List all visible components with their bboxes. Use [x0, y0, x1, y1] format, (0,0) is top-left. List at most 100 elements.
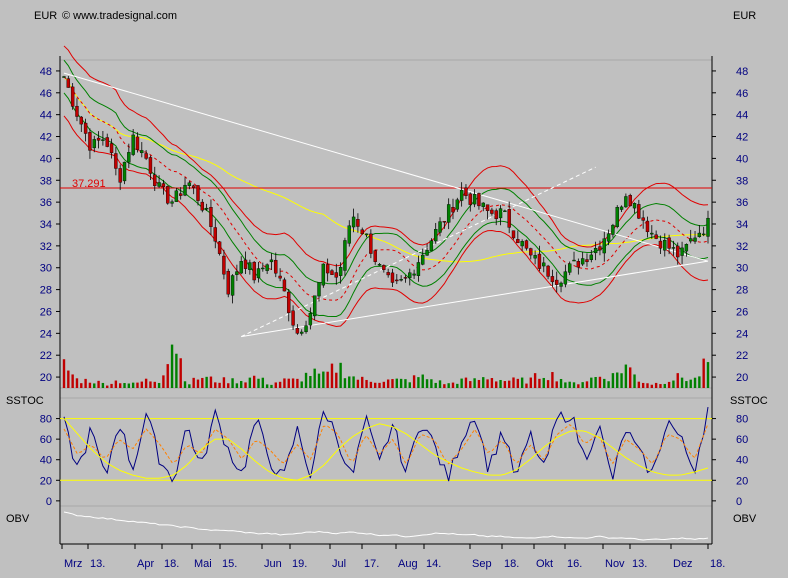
x-tick-label: Apr: [137, 558, 154, 570]
price-tick-label-left: 46: [40, 88, 52, 100]
candle-body: [632, 203, 637, 209]
volume-bar: [667, 381, 671, 388]
price-tick-label-left: 30: [40, 263, 52, 275]
candle-body: [498, 208, 503, 219]
candle-body: [580, 258, 585, 265]
price-tick-label-right: 34: [736, 219, 748, 231]
candle-body: [529, 248, 533, 256]
volume-bar: [218, 382, 221, 388]
candle-body: [671, 247, 676, 249]
volume-bar: [179, 358, 182, 388]
volume-bar: [663, 383, 666, 388]
volume-bar: [451, 382, 455, 388]
candle-body: [317, 282, 321, 297]
volume-bar: [572, 382, 576, 388]
volume-bar: [369, 381, 373, 388]
candle-body: [196, 185, 200, 201]
candle-body: [278, 275, 282, 279]
candle-body: [295, 327, 300, 334]
volume-bar: [464, 377, 468, 388]
volume-bar: [650, 384, 654, 388]
candle-body: [637, 204, 641, 219]
candle-body: [446, 204, 451, 223]
candle-body: [680, 247, 684, 256]
candle-body: [537, 253, 542, 269]
candle-body: [75, 105, 79, 117]
price-tick-label-left: 38: [40, 175, 52, 187]
volume-bar: [339, 362, 342, 388]
candle-body: [555, 279, 559, 285]
candle-body: [585, 259, 589, 263]
volume-bar: [680, 377, 684, 388]
candle-body: [689, 238, 693, 242]
stoch-tick-label-right: 60: [736, 434, 748, 446]
volume-bar: [348, 376, 351, 388]
keltner-lower-band: [63, 92, 709, 318]
volume-bar: [654, 382, 658, 388]
volume-bar: [404, 379, 407, 388]
price-tick-label-right: 30: [736, 263, 748, 275]
stoch-tick-label-right: 40: [736, 455, 748, 467]
volume-bar: [486, 379, 489, 388]
candle-body: [624, 196, 628, 208]
volume-bar: [447, 383, 450, 388]
candle-body: [109, 143, 114, 153]
candle-body: [615, 207, 619, 227]
candle-body: [70, 86, 75, 107]
candle-body: [628, 195, 632, 207]
candle-body: [308, 313, 313, 326]
candle-body: [589, 254, 594, 260]
candle-body: [567, 263, 572, 273]
volume-bar: [101, 382, 105, 388]
candle-body: [593, 248, 598, 254]
candle-body: [403, 277, 408, 279]
candle-body: [343, 240, 347, 271]
price-tick-label-left: 28: [40, 285, 52, 297]
x-tick-label: 18.: [504, 558, 519, 570]
candle-body: [442, 221, 447, 223]
x-tick-label: 16.: [567, 558, 582, 570]
volume-bar: [201, 377, 204, 388]
candle-body: [226, 270, 230, 295]
volume-bar: [421, 374, 424, 388]
volume-bar: [162, 375, 165, 388]
candle-body: [516, 239, 520, 244]
candle-body: [79, 116, 83, 125]
volume-bar: [438, 380, 442, 388]
candle-body: [701, 233, 706, 236]
candle-body: [676, 245, 680, 258]
price-tick-label-right: 22: [736, 350, 748, 362]
volume-bar: [231, 378, 234, 388]
volume-bar: [408, 382, 411, 388]
x-tick-label: Mrz: [64, 558, 82, 570]
candle-body: [118, 168, 122, 183]
volume-bar: [499, 379, 502, 388]
resistance-label: 37.291: [72, 178, 106, 190]
candle-body: [356, 219, 360, 227]
copyright-notice: © www.tradesignal.com: [62, 10, 178, 22]
bollinger-lower-band: [63, 115, 709, 328]
candle-body: [468, 193, 472, 205]
volume-bar: [175, 353, 178, 388]
x-tick-label: 13.: [90, 558, 105, 570]
candle-body: [88, 132, 92, 151]
candle-body: [572, 259, 576, 262]
candle-body: [520, 241, 524, 247]
volume-bar: [551, 372, 554, 388]
candle-body: [390, 272, 395, 283]
volume-bar: [274, 382, 277, 388]
candle-body: [122, 161, 127, 182]
volume-bar: [67, 370, 70, 388]
price-tick-label-right: 42: [736, 132, 748, 144]
candle-body: [619, 206, 624, 210]
price-tick-label-right: 38: [736, 175, 748, 187]
candle-body: [412, 273, 416, 276]
volume-bar: [361, 376, 364, 388]
price-tick-label-right: 24: [736, 328, 748, 340]
candle-body: [62, 76, 66, 78]
candle-body: [650, 232, 654, 235]
volume-bar: [309, 376, 312, 388]
price-tick-label-right: 40: [736, 153, 748, 165]
candle-body: [559, 282, 563, 287]
volume-bar: [123, 383, 126, 388]
